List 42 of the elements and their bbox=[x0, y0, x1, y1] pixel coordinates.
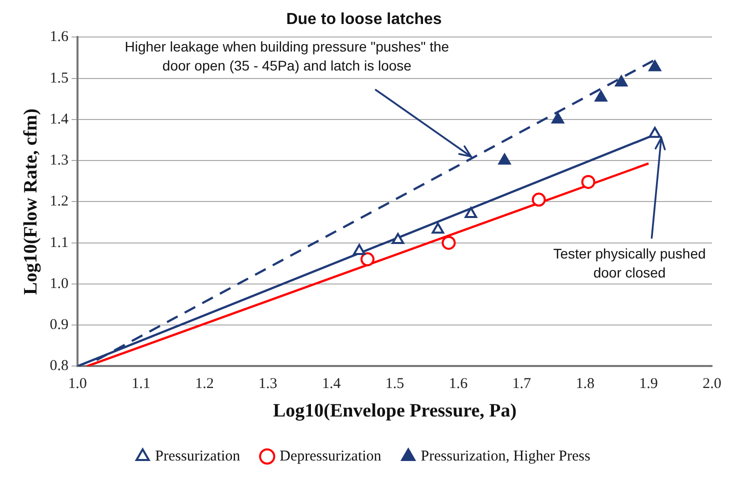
x-tick-label: 1.1 bbox=[132, 376, 150, 392]
point bbox=[581, 174, 596, 189]
chart-title: Due to loose latches bbox=[286, 11, 442, 28]
point bbox=[648, 60, 662, 72]
y-tick-label: 0.8 bbox=[50, 358, 69, 374]
x-tick-label: 1.3 bbox=[258, 376, 278, 392]
y-axis-title: Log10(Flow Rate, cfm) bbox=[20, 108, 42, 295]
point bbox=[498, 154, 511, 165]
y-tick-label: 1.3 bbox=[50, 152, 69, 169]
y-tick-label: 1.2 bbox=[50, 194, 69, 210]
y-tick-label: 1.4 bbox=[50, 111, 70, 128]
point bbox=[532, 192, 546, 207]
x-tick-label: 1.0 bbox=[68, 376, 87, 392]
point bbox=[615, 75, 628, 86]
y-tick-label: 0.9 bbox=[50, 317, 69, 334]
legend-label: Pressurization, Higher Press bbox=[420, 448, 590, 464]
point bbox=[392, 232, 404, 244]
point bbox=[552, 112, 564, 124]
x-tick-label: 1.8 bbox=[576, 376, 594, 392]
legend-label: Depressurization bbox=[280, 448, 382, 464]
annotation: Higher leakage when building pressure "pushes" the door open (35 - 45Pa) and latch is loose bbox=[124, 38, 450, 74]
point bbox=[464, 207, 478, 218]
x-tick-label: 1.4 bbox=[322, 376, 342, 392]
y-tick-label: 1.1 bbox=[50, 234, 69, 251]
y-tick-label: 1.6 bbox=[50, 29, 70, 46]
point bbox=[594, 90, 608, 102]
x-tick-label: 1.9 bbox=[639, 376, 658, 392]
annotation: Tester physically pushed door closed bbox=[553, 246, 706, 281]
x-tick-label: 1.7 bbox=[512, 376, 532, 392]
point bbox=[432, 222, 444, 234]
point bbox=[360, 252, 374, 266]
x-tick-label: 1.2 bbox=[195, 376, 214, 392]
point bbox=[648, 126, 662, 138]
x-axis-title: Log10(Envelope Pressure, Pa) bbox=[272, 400, 517, 422]
legend-label: Pressurization bbox=[155, 448, 241, 464]
point bbox=[442, 236, 456, 250]
x-tick-label: 1.5 bbox=[385, 376, 404, 392]
x-tick-label: 1.6 bbox=[448, 376, 468, 392]
point bbox=[353, 244, 366, 256]
y-tick-label: 1.0 bbox=[50, 276, 69, 292]
x-tick-label: 2.0 bbox=[702, 376, 722, 392]
y-tick-label: 1.5 bbox=[50, 70, 69, 86]
